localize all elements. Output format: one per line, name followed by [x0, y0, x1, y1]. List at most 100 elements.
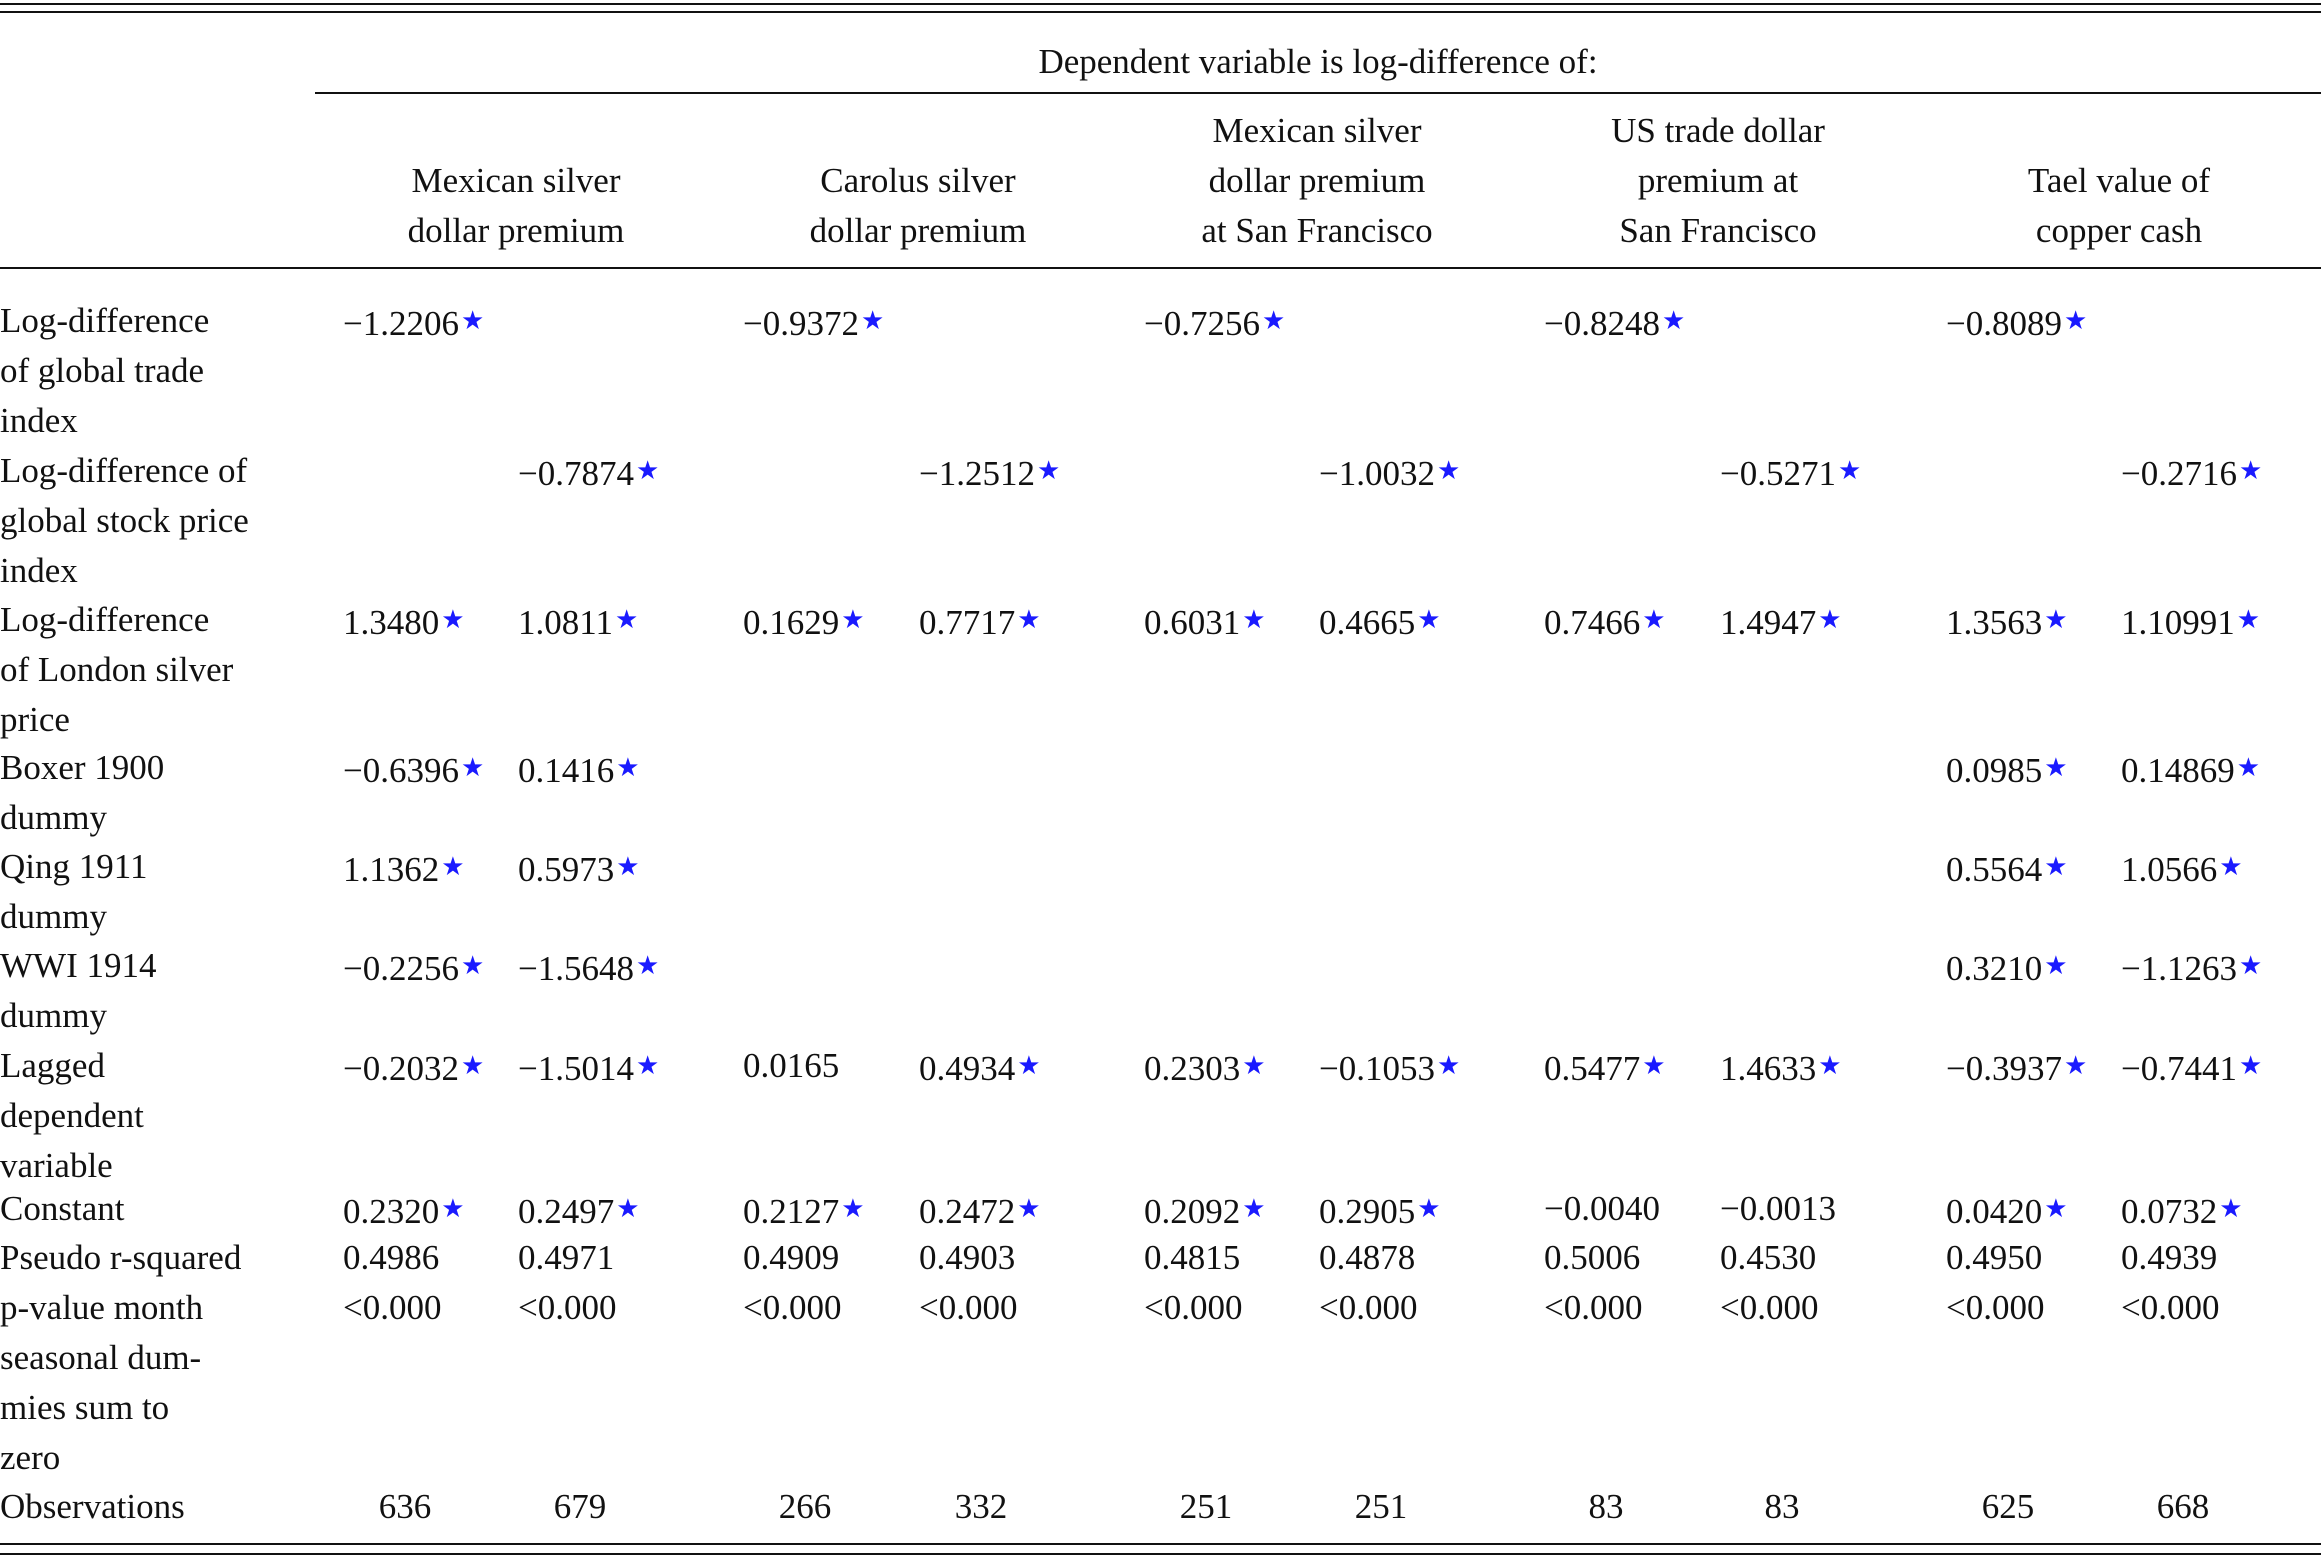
cell: <0.000: [1720, 1283, 1819, 1333]
cell-value: 0.0420: [1946, 1192, 2043, 1231]
significance-star: ★: [1262, 306, 1286, 335]
cell-value: 0.5006: [1544, 1238, 1641, 1277]
cell-value: 251: [1179, 1487, 1233, 1526]
cell: 0.2472★: [919, 1184, 1041, 1237]
cell-value: −0.3937: [1946, 1049, 2062, 1088]
cell-value: <0.000: [1720, 1288, 1819, 1327]
row-label: Qing 1911: [0, 847, 148, 886]
cell-value: −0.2256: [343, 949, 459, 988]
cell: <0.000: [919, 1283, 1018, 1333]
cell-value: 0.4950: [1946, 1238, 2043, 1277]
cell: 0.0985★: [1946, 743, 2068, 796]
cell-value: 1.0566: [2121, 850, 2218, 889]
cell-value: 0.4903: [919, 1238, 1016, 1277]
row-label: zero: [0, 1438, 61, 1477]
row-label: dummy: [0, 897, 107, 936]
row-label: Log-difference: [0, 301, 210, 340]
cell: <0.000: [518, 1283, 617, 1333]
row-label: Log-difference of: [0, 451, 248, 490]
title-rule: [315, 92, 2321, 94]
cell: <0.000: [1544, 1283, 1643, 1333]
significance-star: ★: [1417, 1194, 1441, 1223]
cell-value: <0.000: [743, 1288, 842, 1327]
cell-value: 0.0165: [743, 1046, 840, 1085]
cell-value: <0.000: [518, 1288, 617, 1327]
cell: 0.4530: [1720, 1233, 1816, 1283]
cell-value: 0.4971: [518, 1238, 615, 1277]
cell-value: −1.1263: [2121, 949, 2237, 988]
cell: 1.10991★: [2121, 595, 2260, 648]
cell-value: −0.5271: [1720, 454, 1836, 493]
cell: −0.3937★: [1946, 1041, 2087, 1094]
cell-value: 83: [1764, 1487, 1800, 1526]
cell: 1.0566★: [2121, 842, 2243, 895]
cell-value: −1.5648: [518, 949, 634, 988]
significance-star: ★: [1037, 456, 1061, 485]
cell-value: 0.5973: [518, 850, 615, 889]
row-label: dummy: [0, 996, 107, 1035]
cell: 251: [1355, 1482, 1408, 1532]
column-header: copper cash: [2035, 211, 2203, 250]
cell: −1.5014★: [518, 1041, 659, 1094]
cell: <0.000: [2121, 1283, 2220, 1333]
cell-value: <0.000: [919, 1288, 1018, 1327]
row-label: Constant: [0, 1189, 125, 1228]
significance-star: ★: [1838, 456, 1862, 485]
significance-star: ★: [2044, 1194, 2068, 1223]
significance-star: ★: [2239, 1051, 2263, 1080]
significance-star: ★: [2064, 306, 2088, 335]
cell: 83: [1589, 1482, 1624, 1532]
cell: 0.4903: [919, 1233, 1015, 1283]
row-label: seasonal dum-: [0, 1338, 202, 1377]
cell: −0.5271★: [1720, 446, 1861, 499]
cell: −0.0013: [1720, 1184, 1836, 1234]
significance-star: ★: [636, 1051, 660, 1080]
significance-star: ★: [636, 456, 660, 485]
significance-star: ★: [441, 605, 465, 634]
cell: 251: [1180, 1482, 1233, 1532]
table-title: Dependent variable is log-difference of:: [1038, 42, 1598, 81]
column-header: dollar premium: [1208, 161, 1426, 200]
significance-star: ★: [2064, 1051, 2088, 1080]
significance-star: ★: [461, 753, 485, 782]
cell-value: <0.000: [1946, 1288, 2045, 1327]
cell: 1.4947★: [1720, 595, 1842, 648]
significance-star: ★: [441, 852, 465, 881]
cell-value: −1.0032: [1319, 454, 1435, 493]
cell: −0.9372★: [743, 296, 884, 349]
cell-value: −0.0040: [1544, 1189, 1660, 1228]
cell-value: 0.0985: [1946, 751, 2043, 790]
cell: 0.2497★: [518, 1184, 640, 1237]
cell: −0.7256★: [1144, 296, 1285, 349]
cell-value: 679: [553, 1487, 607, 1526]
row-label: Pseudo r-squared: [0, 1238, 242, 1277]
significance-star: ★: [2219, 852, 2243, 881]
row-label: global stock price: [0, 501, 249, 540]
column-header: Tael value of: [2027, 161, 2211, 200]
cell-value: 0.2497: [518, 1192, 615, 1231]
significance-star: ★: [841, 605, 865, 634]
significance-star: ★: [461, 951, 485, 980]
cell: 1.1362★: [343, 842, 465, 895]
significance-star: ★: [461, 1051, 485, 1080]
cell-value: −0.6396: [343, 751, 459, 790]
cell-value: 0.6031: [1144, 603, 1241, 642]
cell: <0.000: [343, 1283, 442, 1333]
significance-star: ★: [2239, 456, 2263, 485]
significance-star: ★: [1242, 605, 1266, 634]
cell-value: 0.2092: [1144, 1192, 1241, 1231]
cell-value: −1.2512: [919, 454, 1035, 493]
cell-value: 0.5564: [1946, 850, 2043, 889]
cell-value: <0.000: [1144, 1288, 1243, 1327]
significance-star: ★: [2236, 753, 2261, 782]
significance-star: ★: [2044, 605, 2068, 634]
cell: 0.5564★: [1946, 842, 2068, 895]
significance-star: ★: [2236, 605, 2261, 634]
cell-value: 1.4947: [1720, 603, 1817, 642]
cell: 668: [2157, 1482, 2210, 1532]
cell-value: 1.10991: [2121, 603, 2235, 642]
cell-value: −0.2716: [2121, 454, 2237, 493]
cell: −0.1053★: [1319, 1041, 1460, 1094]
cell-value: 0.2320: [343, 1192, 440, 1231]
